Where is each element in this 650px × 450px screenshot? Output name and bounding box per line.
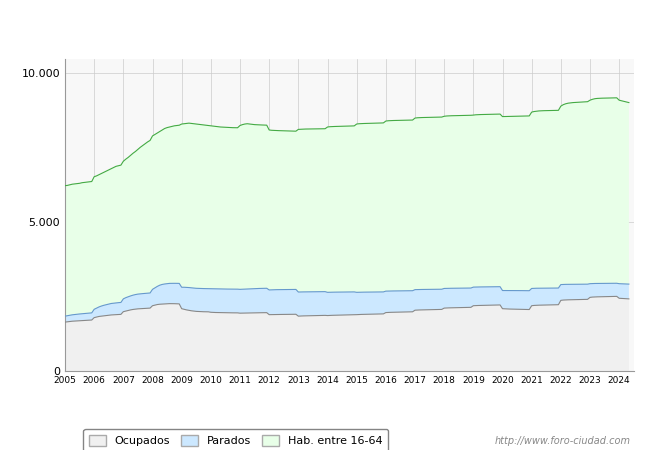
Text: Valdemorillo - Evolucion de la poblacion en edad de Trabajar Mayo de 2024: Valdemorillo - Evolucion de la poblacion… <box>84 17 566 30</box>
Legend: Ocupados, Parados, Hab. entre 16-64: Ocupados, Parados, Hab. entre 16-64 <box>83 429 388 450</box>
Text: http://www.foro-ciudad.com: http://www.foro-ciudad.com <box>495 436 630 446</box>
